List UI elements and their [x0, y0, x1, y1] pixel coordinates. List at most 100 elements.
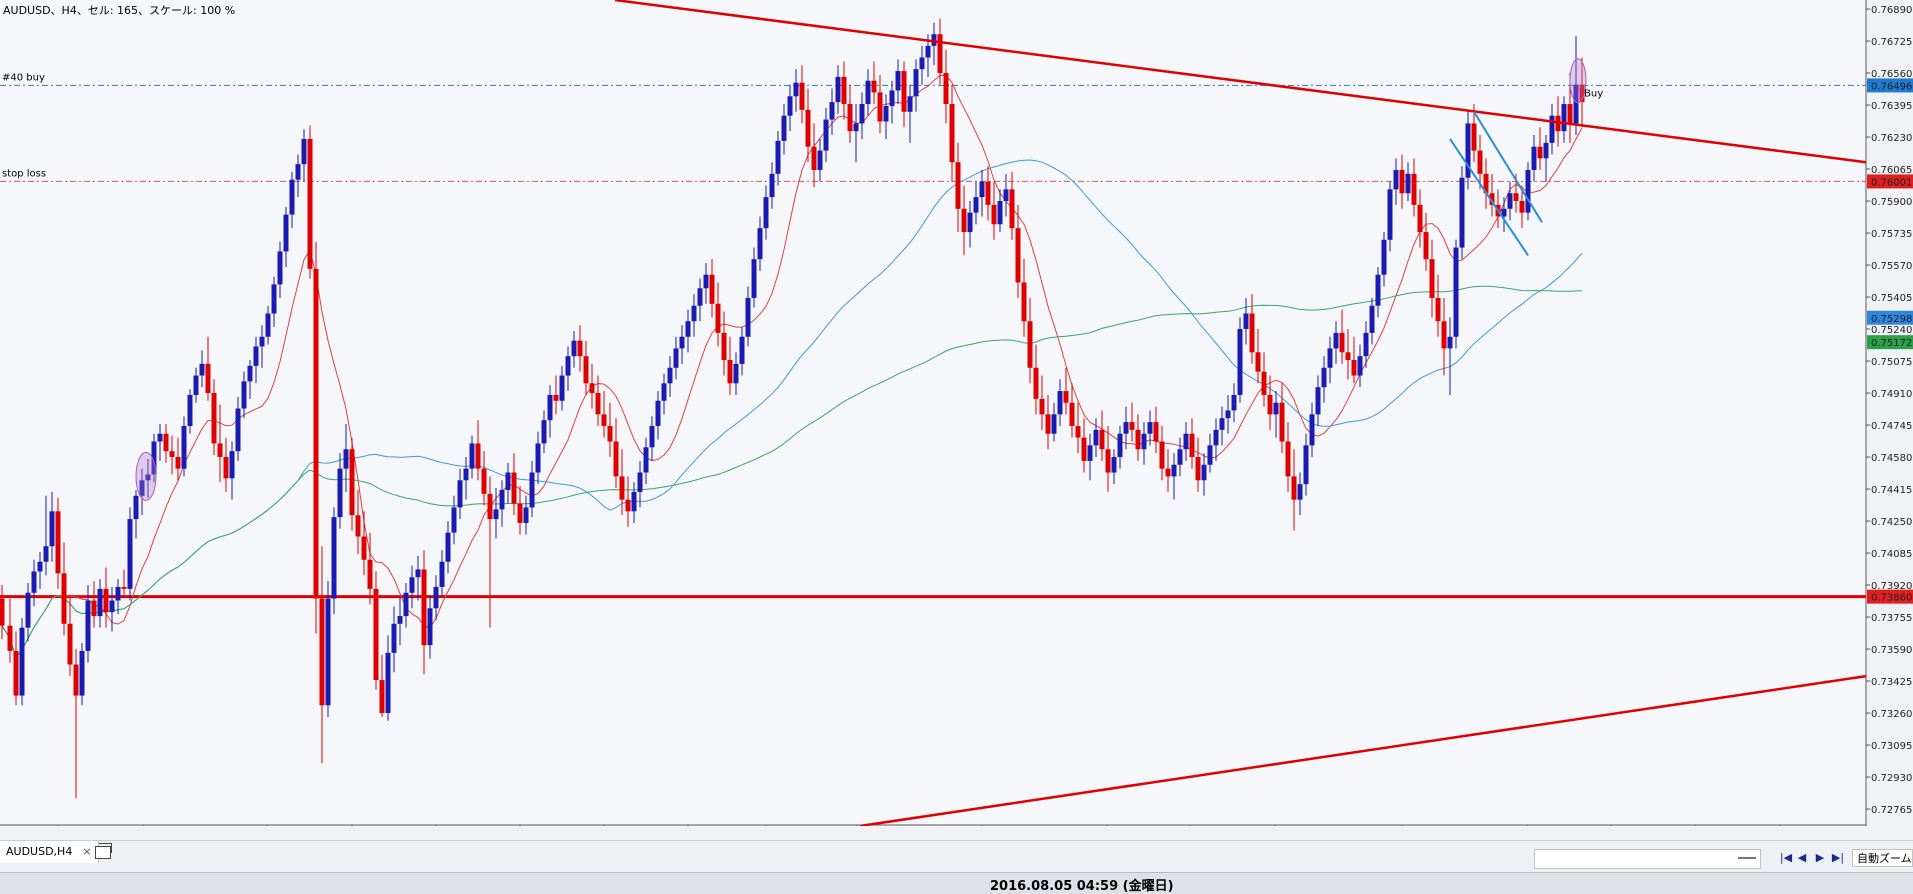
horizontal-line-label: stop loss	[2, 168, 46, 179]
resistance-trendline	[614, 0, 1867, 164]
candle-body	[175, 457, 181, 469]
price-tag-label: 0.75172	[1871, 338, 1912, 349]
candle-body	[349, 449, 355, 516]
candle	[385, 635, 391, 721]
candle-body	[397, 616, 403, 624]
candle-body	[49, 511, 55, 547]
candle-body	[241, 381, 247, 409]
candle	[511, 453, 517, 516]
last-bar-button[interactable]: ▶|	[1831, 851, 1845, 864]
candle-body	[757, 228, 763, 260]
candle	[973, 181, 979, 225]
auto-zoom-button[interactable]: 自動ズーム	[1852, 849, 1913, 867]
candle	[1393, 158, 1399, 205]
candle	[751, 247, 757, 308]
scroll-thumb[interactable]	[1738, 853, 1756, 863]
candle	[1033, 344, 1039, 415]
candle	[289, 171, 295, 229]
candle-body	[985, 181, 991, 205]
order-label: Buy	[1584, 88, 1603, 99]
candle-body	[1273, 402, 1279, 415]
candle-body	[691, 305, 697, 322]
candle-body	[217, 443, 223, 457]
candle-body	[463, 468, 469, 481]
candle	[601, 391, 607, 438]
candle-body	[55, 511, 61, 574]
candle-body	[793, 82, 799, 97]
candle	[577, 325, 583, 372]
candle	[667, 356, 673, 397]
next-bar-button[interactable]: ▶	[1815, 851, 1825, 864]
candle-body	[1009, 189, 1015, 229]
candle	[781, 104, 787, 155]
candle	[487, 476, 493, 628]
y-tick-label: 0.75405	[1871, 293, 1912, 304]
candle	[433, 575, 439, 620]
y-tick-label: 0.73425	[1871, 677, 1912, 688]
candle	[331, 507, 337, 615]
tab-close-icon[interactable]: ×	[82, 845, 92, 858]
candle-body	[1345, 352, 1351, 361]
flag-channel-line	[1473, 111, 1543, 223]
candle-body	[661, 383, 667, 401]
candle-body	[1249, 313, 1255, 353]
candle	[1015, 204, 1021, 298]
candle	[859, 92, 865, 139]
y-tick-label: 0.73590	[1871, 645, 1912, 656]
candle-body	[1315, 387, 1321, 415]
candle	[949, 84, 955, 182]
horizontal-line-label: #40 buy	[2, 72, 45, 83]
candle-body	[535, 443, 541, 473]
candle	[529, 460, 535, 518]
candle-body	[1279, 402, 1285, 442]
candle-body	[181, 425, 187, 469]
candle-body	[805, 109, 811, 147]
ma-fast-line	[1, 74, 1583, 659]
candle	[835, 65, 841, 114]
candle-body	[583, 356, 589, 384]
candle	[547, 385, 553, 438]
candle	[1519, 185, 1525, 229]
candle-body	[427, 608, 433, 646]
candle	[1441, 297, 1447, 376]
candle-body	[343, 449, 349, 469]
y-tick-label: 0.76230	[1871, 133, 1912, 144]
new-window-icon[interactable]	[95, 843, 112, 859]
candle	[1147, 410, 1153, 446]
prev-bar-button[interactable]: ◀	[1797, 851, 1807, 864]
candle	[1573, 36, 1579, 136]
candle	[1207, 433, 1213, 473]
status-bar: 2016.08.05 04:59 (金曜日)	[0, 872, 1913, 894]
tab-audusd-h4[interactable]: AUDUSD,H4 ×	[0, 841, 99, 863]
tab-label: AUDUSD,H4	[6, 845, 73, 858]
candle	[1027, 297, 1033, 384]
candle-body	[109, 600, 115, 613]
candle-body	[1525, 169, 1531, 213]
candle	[739, 327, 745, 376]
candle-body	[1261, 371, 1267, 395]
candle	[481, 451, 487, 506]
chart-scroll-box[interactable]	[1534, 849, 1761, 869]
candle	[1105, 425, 1111, 492]
candle-body	[829, 102, 835, 120]
candle-body	[1075, 425, 1081, 438]
candle-body	[139, 480, 145, 496]
candle-body	[277, 251, 283, 285]
price-chart[interactable]: #40 buy stop loss Buy 0.76890 0.76725 0.765…	[0, 0, 1913, 826]
candle-body	[67, 623, 73, 665]
candle-body	[967, 212, 973, 233]
candle-body	[1231, 394, 1237, 411]
candle-body	[931, 34, 937, 46]
candle	[589, 363, 595, 409]
candle-body	[505, 472, 511, 490]
candle-body	[1213, 429, 1219, 446]
candle-body	[43, 546, 49, 562]
candle-body	[7, 625, 13, 651]
candle-body	[673, 348, 679, 368]
candle-body	[193, 375, 199, 395]
candle-body	[1387, 189, 1393, 240]
candle-body	[625, 499, 631, 512]
candle-body	[1147, 422, 1153, 434]
first-bar-button[interactable]: |◀	[1779, 851, 1793, 864]
candle-body	[1573, 84, 1579, 124]
